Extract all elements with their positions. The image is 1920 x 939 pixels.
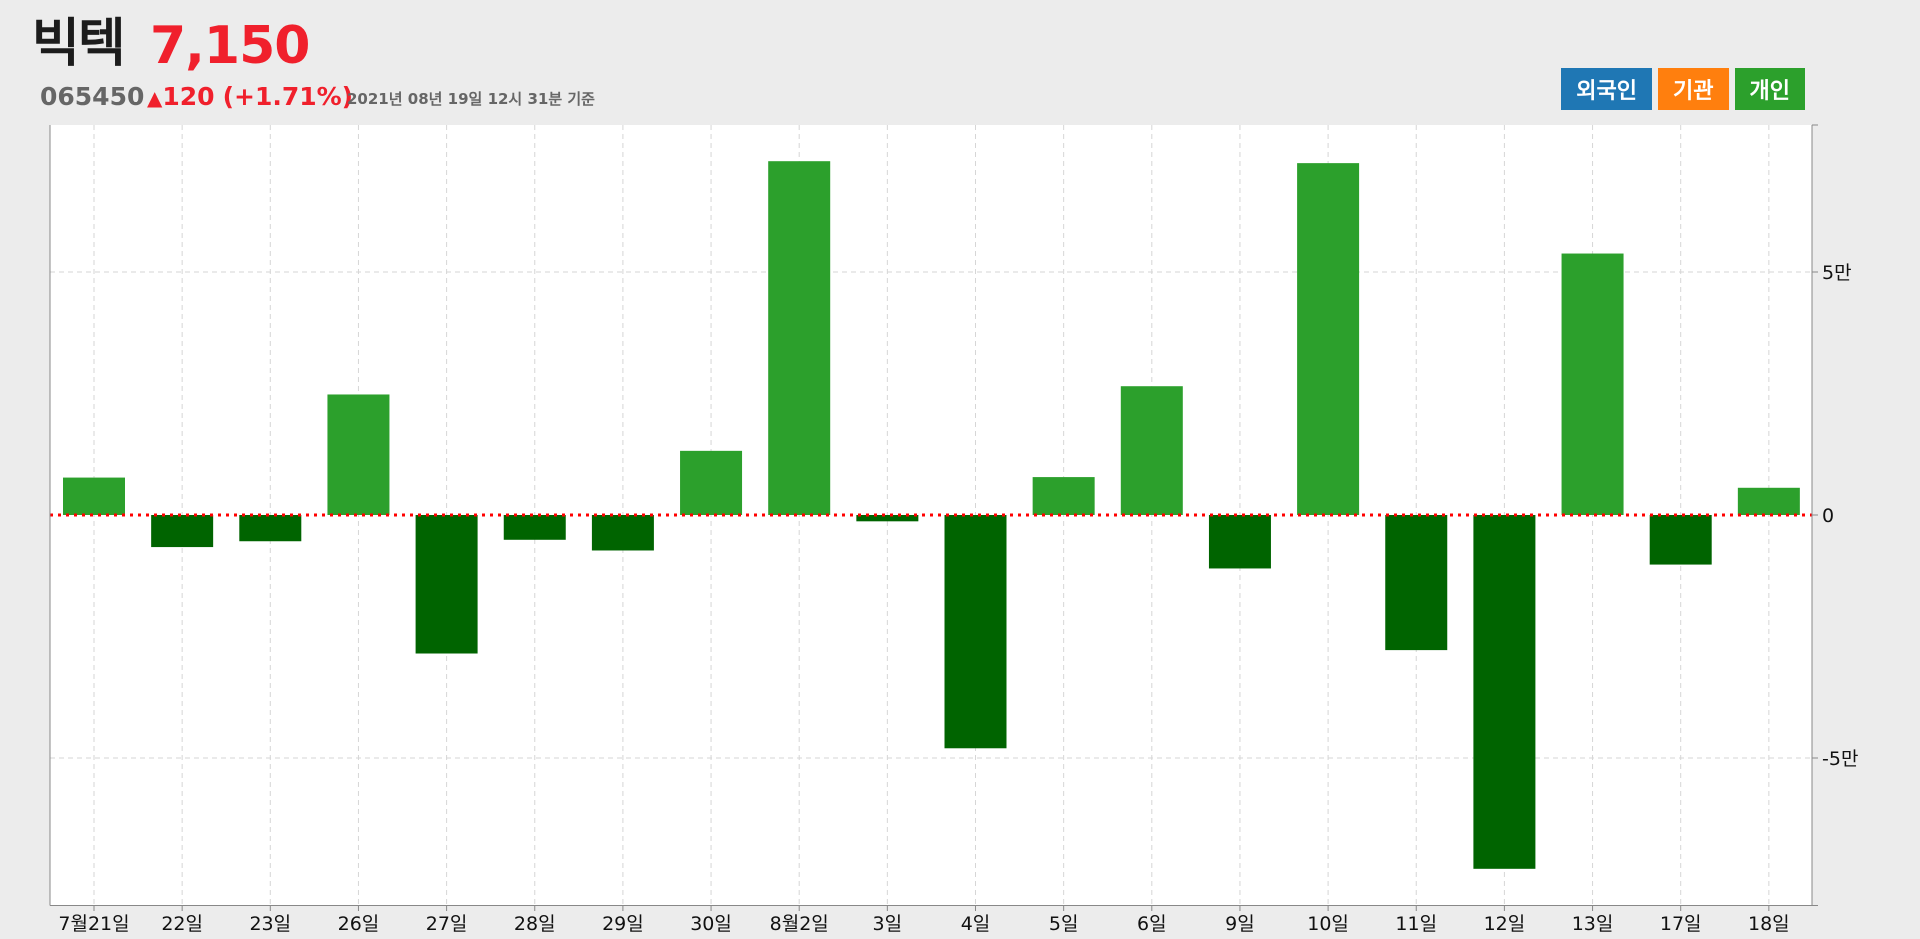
x-tick-label: 7월21일 xyxy=(58,913,129,935)
bar xyxy=(944,515,1007,749)
x-tick-label: 3일 xyxy=(873,913,903,935)
x-tick-label: 28일 xyxy=(514,913,556,935)
bar xyxy=(151,515,214,548)
stock-header: 빅텍 7,150 065450 ▲120 (+1.71%) 2021년 08년 1… xyxy=(0,0,1920,125)
x-tick-label: 4일 xyxy=(961,913,991,935)
x-tick-label: 18일 xyxy=(1748,913,1790,935)
stock-price: 7,150 xyxy=(150,16,310,76)
bar xyxy=(1032,477,1095,515)
bars xyxy=(63,161,1800,869)
x-tick-label: 8월2일 xyxy=(770,913,829,935)
x-tick-label: 9일 xyxy=(1225,913,1255,935)
axis-labels: 5만 0 -5만 7월21일 22일 23일 26일 27일 28일 29일 30일 8월2일 3일 4일… xyxy=(58,262,1858,935)
x-tick-label: 27일 xyxy=(426,913,468,935)
x-tick-label: 12일 xyxy=(1484,913,1526,935)
x-tick-label: 10일 xyxy=(1307,913,1349,935)
bar xyxy=(63,477,125,515)
bar xyxy=(503,515,566,540)
bar xyxy=(327,394,390,515)
stock-name: 빅텍 xyxy=(32,14,126,74)
bar xyxy=(1473,515,1536,869)
x-tick-label: 23일 xyxy=(249,913,291,935)
investor-legend: 외국인 기관 개인 xyxy=(1561,68,1805,110)
legend-institution-button[interactable]: 기관 xyxy=(1658,68,1729,110)
y-tick-label: 5만 xyxy=(1822,262,1852,284)
stock-code: 065450 xyxy=(40,82,145,111)
bar xyxy=(1120,386,1183,515)
bar xyxy=(1297,163,1360,516)
x-tick-label: 30일 xyxy=(690,913,732,935)
timestamp: 2021년 08년 19일 12시 31분 기준 xyxy=(347,90,595,108)
bar xyxy=(1561,253,1624,516)
x-tick-label: 6일 xyxy=(1137,913,1167,935)
price-change: ▲120 (+1.71%) xyxy=(147,84,353,109)
change-value: 120 xyxy=(162,82,215,111)
x-tick-label: 26일 xyxy=(338,913,380,935)
x-tick-label: 22일 xyxy=(161,913,203,935)
y-tick-label: 0 xyxy=(1822,505,1834,527)
bar xyxy=(1737,487,1800,515)
x-tick-label: 11일 xyxy=(1395,913,1437,935)
bar xyxy=(1385,515,1448,651)
change-rate: (+1.71%) xyxy=(222,82,354,111)
legend-foreign-button[interactable]: 외국인 xyxy=(1561,68,1653,110)
bar xyxy=(680,450,743,515)
x-tick-label: 29일 xyxy=(602,913,644,935)
bar xyxy=(1208,515,1271,569)
bar xyxy=(591,515,654,551)
x-tick-label: 5일 xyxy=(1049,913,1079,935)
bar xyxy=(856,515,919,522)
axes xyxy=(49,124,1818,911)
x-tick-label: 17일 xyxy=(1660,913,1702,935)
bar xyxy=(239,515,302,542)
x-tick-label: 13일 xyxy=(1572,913,1614,935)
legend-individual-button[interactable]: 개인 xyxy=(1734,68,1805,110)
up-arrow-icon: ▲ xyxy=(147,86,163,110)
bar xyxy=(1649,515,1712,565)
bar xyxy=(768,161,831,515)
bar xyxy=(415,515,478,654)
y-tick-label: -5만 xyxy=(1822,748,1858,770)
